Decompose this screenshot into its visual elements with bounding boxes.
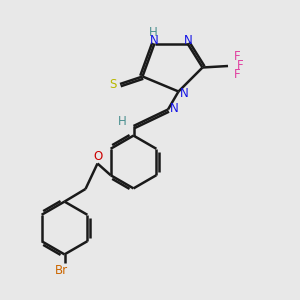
Text: N: N: [170, 101, 179, 115]
Text: H: H: [148, 26, 158, 39]
Text: F: F: [237, 59, 244, 72]
Text: H: H: [118, 115, 127, 128]
Text: Br: Br: [55, 264, 68, 277]
Text: O: O: [93, 150, 102, 164]
Text: F: F: [234, 68, 240, 82]
Text: N: N: [179, 86, 188, 100]
Text: N: N: [150, 34, 159, 47]
Text: N: N: [184, 34, 193, 47]
Text: F: F: [234, 50, 240, 64]
Text: S: S: [110, 77, 117, 91]
